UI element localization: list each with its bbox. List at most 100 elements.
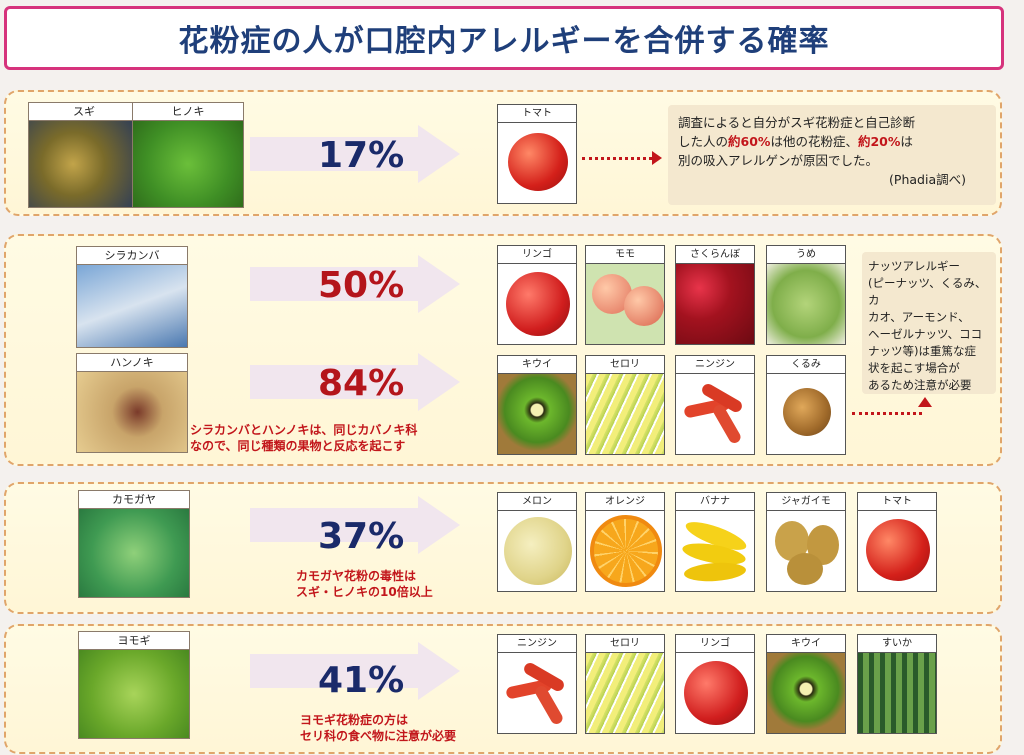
food-label: メロン <box>498 493 576 511</box>
food-label: トマト <box>858 493 936 511</box>
percent-value: 17% <box>318 135 405 176</box>
tomato-image <box>858 511 936 591</box>
hannoki-image <box>77 372 187 452</box>
food-card-tomato: トマト <box>857 492 937 592</box>
orange-image <box>586 511 664 591</box>
pollen-label: スギ <box>29 103 139 121</box>
survey-note: 調査によると自分がスギ花粉症と自己診断 した人の約60%は他の花粉症、約20%は… <box>668 105 996 205</box>
food-label: キウイ <box>767 635 845 653</box>
survey-text: は <box>900 134 913 149</box>
hinoki-image <box>133 121 243 207</box>
food-label: セロリ <box>586 635 664 653</box>
pollen-card-hinoki: ヒノキ <box>132 102 244 208</box>
food-card-walnut: くるみ <box>766 355 846 455</box>
shirakanba-image <box>77 265 187 347</box>
food-card-melon: メロン <box>497 492 577 592</box>
food-card-ume: うめ <box>766 245 846 345</box>
nut-note-line: ナッツアレルギー <box>868 259 960 273</box>
birch-note: シラカンバとハンノキは、同じカバノキ科 なので、同じ種類の果物と反応を起こす <box>190 422 417 454</box>
pollen-card-hannoki: ハンノキ <box>76 353 188 453</box>
food-label: リンゴ <box>676 635 754 653</box>
note-line: カモガヤ花粉の毒性は <box>296 569 417 583</box>
tomato-image <box>498 123 576 203</box>
note-line: スギ・ヒノキの10倍以上 <box>296 585 433 599</box>
food-card-kiwi: キウイ <box>766 634 846 734</box>
nut-allergy-note: ナッツアレルギー (ピーナッツ、くるみ、カ カオ、アーモンド、 ヘーゼルナッツ、… <box>862 252 996 394</box>
food-label: モモ <box>586 246 664 264</box>
pollen-label: シラカンバ <box>77 247 187 265</box>
walnut-image <box>767 374 845 454</box>
apple-image <box>676 653 754 733</box>
percent-value: 50% <box>318 265 405 306</box>
kamogaya-note: カモガヤ花粉の毒性は スギ・ヒノキの10倍以上 <box>296 568 433 600</box>
kamogaya-image <box>79 509 189 597</box>
pollen-card-shirakanba: シラカンバ <box>76 246 188 348</box>
nut-note-line: 状を起こす場合が <box>868 361 960 375</box>
nut-note-line: ヘーゼルナッツ、ココ <box>868 327 983 341</box>
food-card-orange: オレンジ <box>585 492 665 592</box>
food-card-potato: ジャガイモ <box>766 492 846 592</box>
celery-image <box>586 653 664 733</box>
food-card-cherry: さくらんぼ <box>675 245 755 345</box>
food-card-apple: リンゴ <box>675 634 755 734</box>
survey-highlight: 約20% <box>857 134 901 149</box>
food-label: さくらんぼ <box>676 246 754 264</box>
banana-image <box>676 511 754 591</box>
kiwi-image <box>498 374 576 454</box>
food-label: オレンジ <box>586 493 664 511</box>
percent-value: 84% <box>318 363 405 404</box>
arrow-icon <box>250 496 460 554</box>
dotted-connector <box>852 412 922 415</box>
percent-value: 37% <box>318 516 405 557</box>
arrow-icon <box>250 353 460 411</box>
arrow-icon <box>250 255 460 313</box>
note-line: なので、同じ種類の果物と反応を起こす <box>190 439 406 453</box>
carrot-image <box>676 374 754 454</box>
title-banner: 花粉症の人が口腔内アレルギーを合併する確率 <box>4 6 1004 70</box>
sugi-image <box>29 121 139 207</box>
yomogi-image <box>79 650 189 738</box>
food-card-watermelon: すいか <box>857 634 937 734</box>
arrow-icon <box>250 125 460 183</box>
food-card-celery: セロリ <box>585 634 665 734</box>
kiwi-image <box>767 653 845 733</box>
food-label: ジャガイモ <box>767 493 845 511</box>
yomogi-note: ヨモギ花粉症の方は セリ科の食べ物に注意が必要 <box>300 712 456 744</box>
potato-image <box>767 511 845 591</box>
pollen-label: カモガヤ <box>79 491 189 509</box>
cherry-image <box>676 264 754 344</box>
food-label: リンゴ <box>498 246 576 264</box>
pollen-label: ヨモギ <box>79 632 189 650</box>
nut-note-line: カオ、アーモンド、 <box>868 310 970 324</box>
arrow-up-icon <box>918 397 932 407</box>
food-card-carrot: ニンジン <box>675 355 755 455</box>
pollen-card-kamogaya: カモガヤ <box>78 490 190 598</box>
food-card-celery: セロリ <box>585 355 665 455</box>
food-card-peach: モモ <box>585 245 665 345</box>
food-label: バナナ <box>676 493 754 511</box>
nut-note-line: (ピーナッツ、くるみ、カ <box>868 276 987 307</box>
carrot-image <box>498 653 576 733</box>
note-line: ヨモギ花粉症の方は <box>300 713 409 727</box>
food-label: うめ <box>767 246 845 264</box>
pollen-card-yomogi: ヨモギ <box>78 631 190 739</box>
peach-image <box>586 264 664 344</box>
nut-note-line: ナッツ等)は重篤な症 <box>868 344 976 358</box>
food-card-carrot: ニンジン <box>497 634 577 734</box>
survey-text: した人の <box>678 134 729 149</box>
food-label: トマト <box>498 105 576 123</box>
melon-image <box>498 511 576 591</box>
food-card-tomato: トマト <box>497 104 577 204</box>
pollen-card-sugi: スギ <box>28 102 140 208</box>
food-label: キウイ <box>498 356 576 374</box>
food-card-apple: リンゴ <box>497 245 577 345</box>
food-label: くるみ <box>767 356 845 374</box>
pollen-label: ヒノキ <box>133 103 243 121</box>
note-line: シラカンバとハンノキは、同じカバノキ科 <box>190 423 418 437</box>
arrow-icon <box>250 642 460 700</box>
food-label: すいか <box>858 635 936 653</box>
dotted-connector <box>582 157 652 160</box>
food-card-banana: バナナ <box>675 492 755 592</box>
survey-source: (Phadia調べ) <box>889 172 966 187</box>
apple-image <box>498 264 576 344</box>
